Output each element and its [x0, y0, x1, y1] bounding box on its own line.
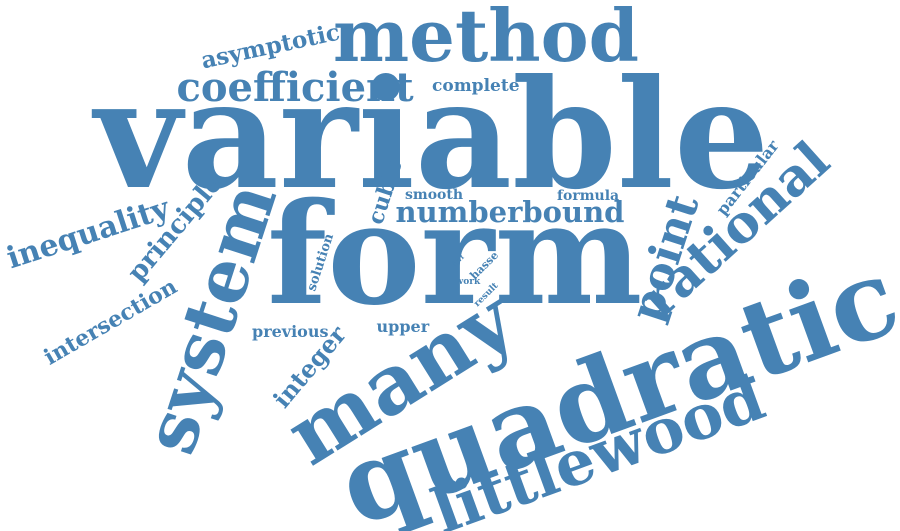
word-numberbound: numberbound: [395, 194, 625, 229]
word-coefficient: coefficient: [176, 64, 414, 111]
word-form: form: [267, 173, 643, 337]
word-work: work: [455, 276, 481, 287]
word-method: method: [333, 0, 639, 78]
word-smooth: smooth: [405, 187, 464, 203]
word-upper: upper: [376, 317, 430, 336]
word-formula: formula: [557, 188, 620, 204]
word-complete: complete: [432, 75, 520, 96]
word-previous: previous: [252, 322, 329, 341]
word-variable: variable: [94, 47, 770, 223]
